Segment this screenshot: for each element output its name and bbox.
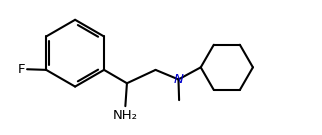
- Text: N: N: [174, 73, 184, 86]
- Text: NH₂: NH₂: [113, 109, 138, 122]
- Text: F: F: [17, 63, 25, 76]
